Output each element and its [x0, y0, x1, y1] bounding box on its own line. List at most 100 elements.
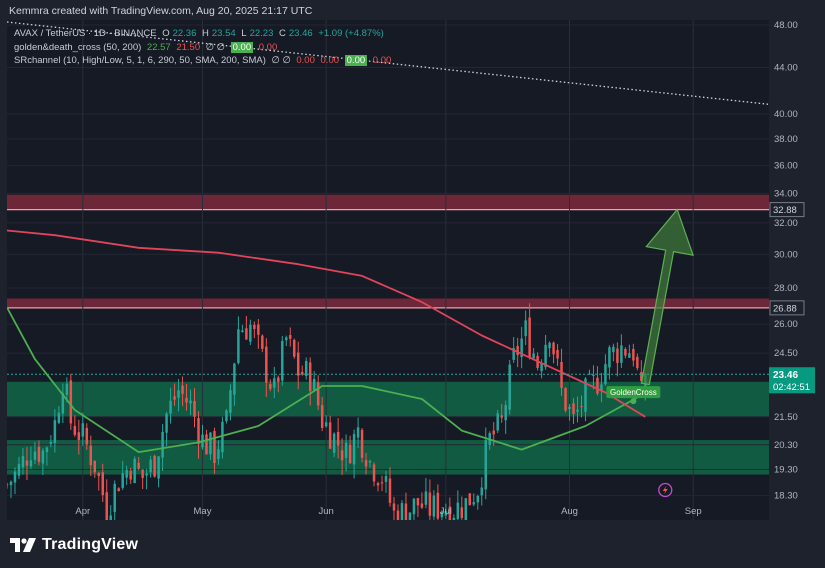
candle-2025-07-30 [560, 361, 563, 388]
candle-2025-03-22 [41, 450, 45, 464]
legend-c-label: C [279, 28, 286, 39]
y-tick-label: 21.50 [774, 412, 798, 423]
candle-2025-06-28 [432, 495, 436, 517]
candle-2025-05-04 [213, 431, 216, 463]
candle-2025-04-07 [105, 492, 108, 520]
candle-2025-03-26 [57, 412, 61, 423]
legend-sr-row[interactable]: SRchannel (10, High/Low, 5, 1, 6, 290, 5… [14, 54, 394, 68]
candle-2025-04-20 [157, 456, 160, 479]
candle-2025-08-05 [584, 378, 587, 412]
candle-2025-07-18 [512, 348, 515, 360]
candle-2025-07-21 [524, 320, 527, 337]
candle-2025-06-16 [384, 476, 388, 482]
candle-2025-05-20 [277, 377, 280, 382]
legend-sr-v5: 0.00 [372, 55, 392, 66]
candle-2025-04-19 [153, 455, 156, 477]
candle-2025-07-25 [540, 363, 543, 372]
candle-2025-07-14 [496, 413, 499, 431]
candle-2025-08-03 [576, 409, 579, 412]
candle-2025-06-21 [404, 503, 408, 520]
y-tick-label: 19.30 [774, 464, 798, 475]
candle-2025-06-12 [368, 460, 372, 463]
legend-symbol: AVAX / TetherUS · 1D · BINANCE [14, 28, 157, 39]
candle-2025-04-14 [133, 458, 136, 484]
candle-2025-04-28 [189, 400, 192, 404]
candle-2025-06-09 [356, 427, 360, 438]
candle-2025-08-18 [636, 356, 639, 369]
current-price-text: 23.46 [773, 370, 798, 381]
candle-2025-08-11 [608, 347, 611, 368]
candle-2025-04-22 [165, 413, 168, 433]
x-tick-label: Apr [75, 506, 90, 517]
candle-2025-05-28 [308, 362, 312, 392]
legend-o-label: O [162, 28, 170, 39]
candle-2025-07-15 [500, 415, 503, 418]
candle-2025-03-27 [61, 393, 65, 414]
candle-2025-06-20 [400, 503, 404, 520]
candle-2025-06-05 [340, 450, 344, 461]
candle-2025-07-01 [444, 511, 448, 516]
candle-2025-05-24 [293, 339, 296, 357]
candle-2025-05-29 [312, 378, 316, 390]
candle-2025-06-17 [388, 478, 392, 503]
legend-sr-v4: 0.00 [344, 55, 368, 66]
candle-2025-06-03 [332, 433, 336, 453]
candle-2025-05-27 [304, 361, 308, 376]
candle-2025-04-02 [85, 427, 89, 445]
legend-gdc-row[interactable]: golden&death_cross (50, 200) 22.57 21.50… [14, 41, 394, 55]
candle-2025-03-24 [49, 441, 53, 444]
candle-2025-03-17 [21, 456, 25, 468]
candle-2025-08-19 [640, 372, 643, 381]
candle-2025-04-24 [173, 396, 176, 400]
ma-200-line [7, 229, 646, 418]
candle-2025-05-25 [296, 352, 300, 376]
y-tick-label: 38.00 [774, 134, 798, 145]
candle-2025-04-25 [177, 390, 180, 398]
candle-2025-08-14 [620, 345, 623, 363]
x-tick-label: May [194, 506, 212, 517]
candle-2025-04-15 [137, 462, 140, 469]
candle-2025-08-15 [624, 348, 627, 356]
candle-2025-03-15 [13, 471, 17, 483]
legend-sr-v2: 0.00 [296, 55, 315, 66]
current-price-bg [769, 367, 815, 394]
candle-2025-03-29 [69, 380, 73, 424]
legend-c-value: 23.46 [288, 28, 313, 39]
candle-2025-05-05 [217, 449, 220, 460]
candle-2025-03-23 [45, 447, 49, 452]
tradingview-logo[interactable]: TradingView [10, 536, 138, 554]
price-tag-32-88: 32.88 [769, 202, 805, 218]
candle-2025-04-05 [97, 473, 100, 476]
candle-2025-03-16 [17, 464, 21, 476]
candle-2025-07-19 [516, 346, 519, 356]
candle-2025-06-26 [424, 491, 428, 505]
flash-icon-bolt [662, 486, 668, 494]
candle-2025-05-17 [265, 346, 268, 383]
candle-2025-08-06 [588, 373, 591, 375]
candle-2025-04-30 [197, 418, 200, 444]
candle-2025-07-22 [528, 317, 531, 358]
candle-2025-08-12 [612, 346, 615, 353]
candle-2025-08-17 [632, 348, 635, 361]
candle-2025-07-17 [508, 364, 511, 410]
candle-2025-05-15 [257, 324, 260, 335]
candle-2025-06-15 [380, 482, 384, 484]
candle-2025-05-12 [245, 328, 248, 340]
ma-50-line [7, 307, 646, 453]
plot-area[interactable] [7, 20, 769, 520]
candle-2025-07-29 [556, 349, 559, 359]
candle-2025-05-09 [233, 363, 236, 395]
candle-2025-07-16 [504, 405, 507, 421]
candle-2025-05-02 [205, 434, 208, 455]
candle-2025-08-09 [600, 384, 603, 391]
y-tick-label: 26.00 [774, 319, 798, 330]
candle-2025-04-03 [89, 445, 93, 466]
y-tick-label: 34.00 [774, 188, 798, 199]
candle-2025-04-16 [141, 469, 144, 478]
candle-2025-05-18 [269, 384, 272, 389]
